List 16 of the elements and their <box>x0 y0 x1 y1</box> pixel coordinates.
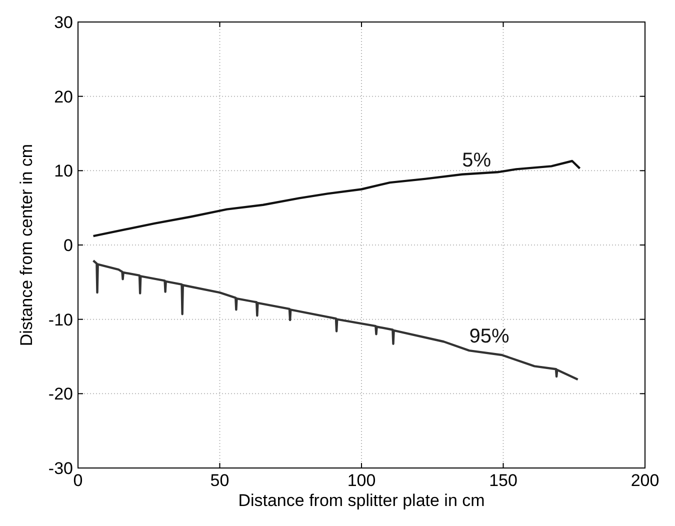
y-tick-label: 20 <box>54 87 73 106</box>
y-tick-label: -30 <box>48 458 73 478</box>
y-tick-label: -10 <box>48 310 73 330</box>
series-label: 95% <box>469 326 510 348</box>
line-series <box>92 260 579 381</box>
x-axis-title: Distance from splitter plate in cm <box>238 491 485 510</box>
x-tick-label: 100 <box>347 471 376 490</box>
y-axis-title: Distance from center in cm <box>17 144 36 346</box>
x-tick-label: 150 <box>489 471 518 490</box>
y-tick-label: 30 <box>54 12 73 32</box>
y-tick-label: 0 <box>64 236 73 255</box>
y-tick-label: 10 <box>54 162 73 181</box>
y-tick-label: -20 <box>48 384 73 404</box>
series-label: 5% <box>462 149 492 172</box>
x-tick-label: 200 <box>630 471 660 490</box>
x-tick-label: 50 <box>210 471 230 490</box>
